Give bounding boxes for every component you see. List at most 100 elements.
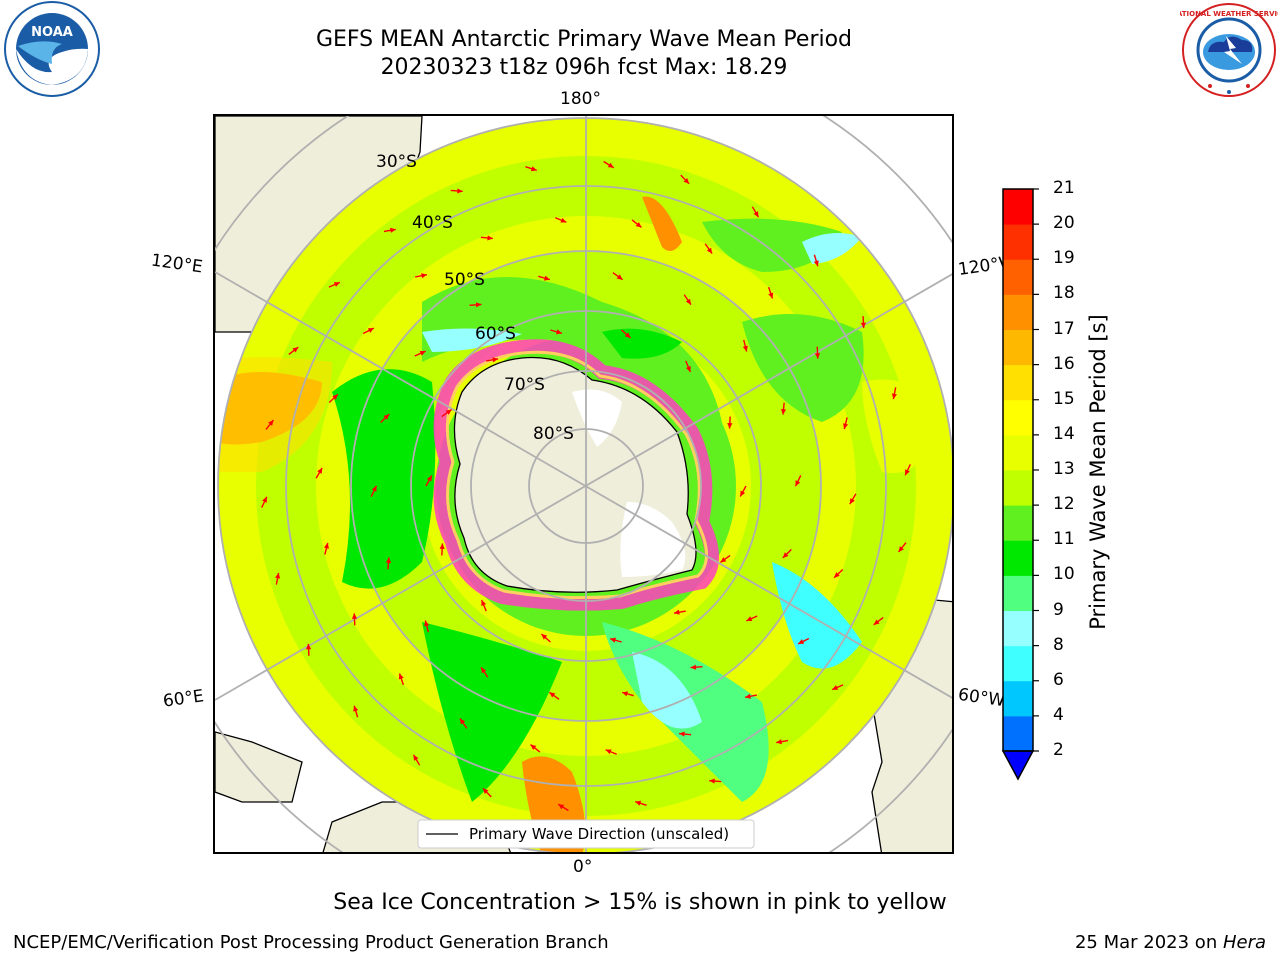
lat-label-40s: 40°S xyxy=(412,213,453,233)
lon-label-180: 180° xyxy=(560,89,601,109)
wave-arrow-head xyxy=(746,616,753,622)
wave-arrow-head xyxy=(275,572,281,579)
colorbar-tick-label: 8 xyxy=(1053,634,1064,655)
colorbar-segment xyxy=(1003,575,1033,611)
colorbar-segment xyxy=(1003,434,1033,471)
wave-arrow-head xyxy=(353,705,359,712)
wave-arrow-head xyxy=(390,227,396,233)
colorbar-tick-label: 21 xyxy=(1053,178,1075,198)
wave-arrow-head xyxy=(541,634,548,640)
chart-title: GEFS MEAN Antarctic Primary Wave Mean Pe… xyxy=(214,26,954,82)
wave-arrow-head xyxy=(558,804,565,810)
wave-arrow-head xyxy=(768,292,774,299)
lat-label-80s: 80°S xyxy=(533,424,574,444)
nws-logo-icon: NATIONAL WEATHER SERVICE xyxy=(1180,3,1278,97)
colorbar-tick-label: 13 xyxy=(1053,459,1075,479)
title-line-1: GEFS MEAN Antarctic Primary Wave Mean Pe… xyxy=(315,27,853,52)
wave-arrow-head xyxy=(323,542,329,549)
wave-arrow-head xyxy=(482,788,489,794)
noaa-logo-text: NOAA xyxy=(31,25,73,40)
wave-arrow-head xyxy=(530,166,537,172)
wave-arrow-head xyxy=(673,609,680,615)
wave-arrow-head xyxy=(706,247,713,254)
colorbar-title: Primary Wave Mean Period [s] xyxy=(1086,314,1110,630)
wave-arrow-head xyxy=(543,275,550,281)
colorbar-segment xyxy=(1003,470,1033,506)
wave-arrow-head xyxy=(398,673,404,680)
colorbar-tick-label: 6 xyxy=(1053,669,1064,690)
sea-ice-ring xyxy=(433,339,719,611)
wave-arrow-head xyxy=(782,552,789,558)
wave-arrow-head xyxy=(795,480,801,487)
wave-arrow-head xyxy=(268,420,274,426)
graticule xyxy=(215,116,952,852)
colorbar-segment xyxy=(1003,540,1033,576)
wave-arrow-head xyxy=(413,754,419,761)
wave-arrow-head xyxy=(610,637,616,643)
lon-label-0: 0° xyxy=(573,857,593,877)
wave-arrow-head xyxy=(317,467,323,474)
colorbar-segment xyxy=(1003,610,1033,647)
colorbar-tick-label: 2 xyxy=(1053,740,1064,760)
colorbar-extend-triangle xyxy=(1001,750,1035,781)
colorbar-segment xyxy=(1003,399,1033,436)
colorbar-segment xyxy=(1003,329,1033,366)
map-frame: Primary Wave Direction (unscaled) xyxy=(213,114,954,854)
wave-arrow-head xyxy=(832,685,839,690)
colorbar-segment xyxy=(1003,294,1033,330)
wave-arrow-head xyxy=(753,211,759,218)
wave-arrow-head xyxy=(481,600,487,607)
wave-arrow-head xyxy=(742,345,748,352)
wave-arrow-head xyxy=(679,731,685,737)
colorbar-tick-label: 4 xyxy=(1053,704,1064,725)
colorbar-tick-label: 12 xyxy=(1053,494,1075,515)
noaa-logo-icon: NOAA xyxy=(4,1,100,97)
wave-arrow-head xyxy=(351,613,358,619)
wave-arrow-head xyxy=(891,393,897,400)
wave-arrow-head xyxy=(371,485,377,492)
lon-label-60e: 60°E xyxy=(161,686,206,712)
sea-ice-note: Sea Ice Concentration > 15% is shown in … xyxy=(333,890,947,915)
colorbar-segment xyxy=(1003,645,1033,682)
wave-arrow-head xyxy=(780,408,787,415)
colorbar-tick-label: 17 xyxy=(1053,318,1075,339)
wave-arrow-head xyxy=(457,188,463,194)
footer-date-text: 25 Mar 2023 on xyxy=(1074,932,1223,953)
colorbar-tick-label: 10 xyxy=(1053,564,1075,585)
wave-arrow-head xyxy=(292,347,299,353)
antarctica xyxy=(453,356,697,593)
colorbar-segment xyxy=(1003,189,1033,225)
wave-arrow-head xyxy=(459,718,466,725)
wave-arrow-head xyxy=(905,469,910,476)
wave-arrow-head xyxy=(419,350,426,356)
colorbar-tick-label: 9 xyxy=(1053,599,1064,620)
colorbar-segment xyxy=(1003,505,1033,541)
wave-arrow-head xyxy=(813,260,819,267)
wave-arrow-head xyxy=(745,693,751,699)
title-line-2: 20230323 t18z 096h fcst Max: 18.29 xyxy=(380,55,788,80)
colorbar-tick-label: 15 xyxy=(1053,388,1075,409)
wave-arrow-head xyxy=(635,800,642,806)
antarctic-map: Primary Wave Direction (unscaled) xyxy=(215,116,952,852)
colorbar-tick-label: 20 xyxy=(1053,213,1075,234)
wave-arrow-head xyxy=(740,490,746,497)
footer-machine: Hera xyxy=(1222,932,1266,953)
wave-arrow-head xyxy=(685,365,691,372)
wave-arrow-head xyxy=(814,353,821,359)
wave-arrow-head xyxy=(860,322,867,329)
wave-arrow-head xyxy=(332,394,338,400)
wave-arrow-head xyxy=(685,298,691,305)
wave-arrow-head xyxy=(635,222,642,228)
colorbar-segment xyxy=(1003,680,1033,717)
legend-label: Primary Wave Direction (unscaled) xyxy=(469,825,729,843)
colorbar xyxy=(1001,188,1039,781)
wave-arrow-head xyxy=(898,546,904,552)
wave-arrow-head xyxy=(385,557,392,564)
wave-arrow-head xyxy=(873,619,880,625)
wave-arrow-head xyxy=(690,664,697,670)
colorbar-tick-label: 16 xyxy=(1053,353,1075,374)
wave-arrow-head xyxy=(383,414,390,420)
wave-arrow-head xyxy=(262,496,267,503)
wave-arrow-head xyxy=(798,639,805,644)
wave-arrow-head xyxy=(849,498,855,505)
